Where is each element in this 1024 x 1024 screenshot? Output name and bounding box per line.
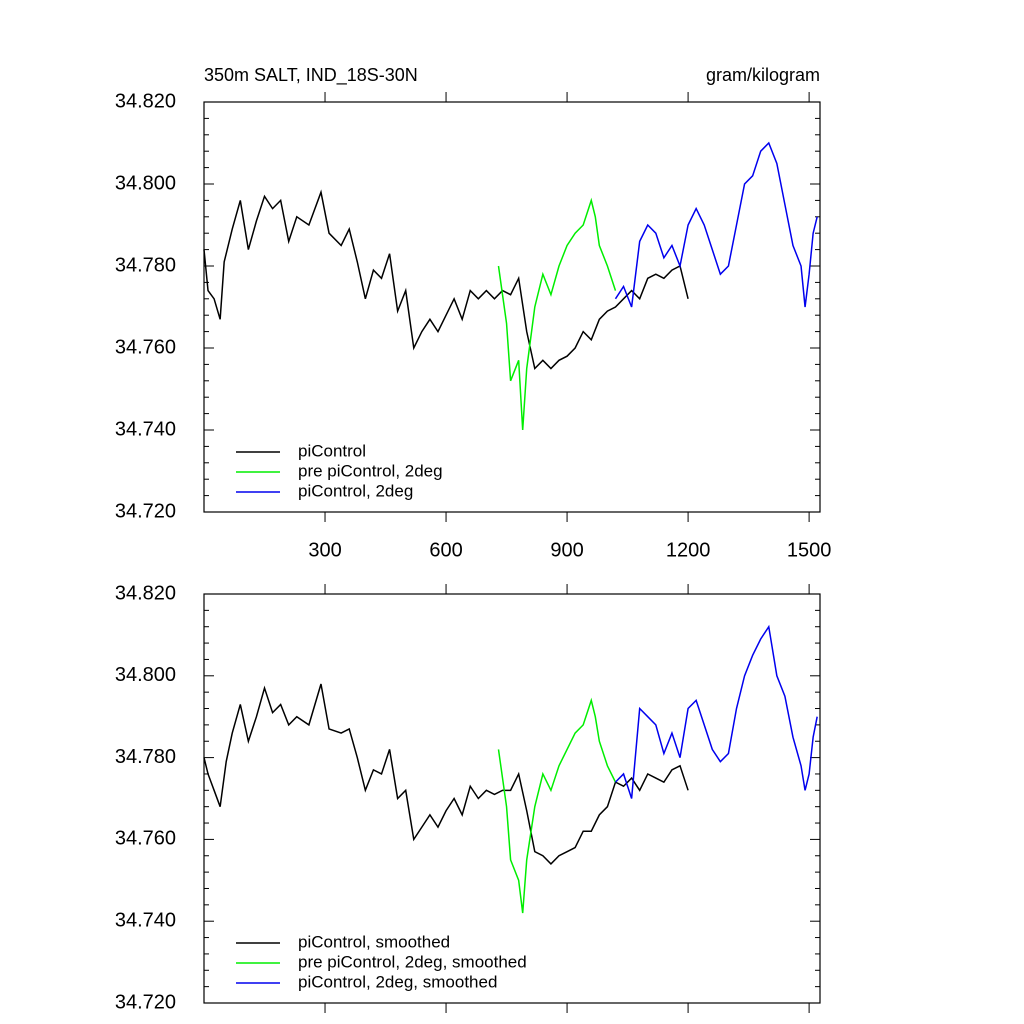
- legend-label: piControl, 2deg: [298, 481, 413, 500]
- data-line: [203, 189, 689, 371]
- legend-label: pre piControl, 2deg, smoothed: [298, 952, 527, 971]
- y-tick-label: 34.760: [115, 828, 176, 850]
- data-line: [203, 683, 689, 866]
- y-tick-label: 34.820: [115, 90, 176, 112]
- x-tick-label: 1500: [787, 539, 832, 561]
- y-tick-label: 34.780: [115, 746, 176, 768]
- legend-label: piControl: [298, 441, 366, 460]
- y-tick-label: 34.820: [115, 582, 176, 604]
- legend-label: piControl, 2deg, smoothed: [298, 972, 497, 991]
- chart-title: 350m SALT, IND_18S-30N: [204, 65, 418, 86]
- x-tick-label: 1200: [666, 539, 711, 561]
- y-tick-label: 34.800: [115, 172, 176, 194]
- x-tick-label: 900: [550, 539, 583, 561]
- y-tick-label: 34.780: [115, 254, 176, 276]
- y-tick-label: 34.800: [115, 664, 176, 686]
- y-tick-label: 34.720: [115, 991, 176, 1013]
- data-line: [614, 141, 818, 308]
- data-line: [497, 697, 617, 914]
- y-tick-label: 34.760: [115, 336, 176, 358]
- x-tick-label: 600: [429, 539, 462, 561]
- plot-frame: [203, 101, 821, 513]
- legend-label: pre piControl, 2deg: [298, 461, 443, 480]
- plot-frame: [203, 593, 821, 1004]
- y-tick-label: 34.720: [115, 500, 176, 522]
- data-line: [614, 624, 818, 799]
- y-tick-label: 34.740: [115, 418, 176, 440]
- legend-label: piControl, smoothed: [298, 932, 450, 951]
- x-tick-label: 300: [308, 539, 341, 561]
- y-tick-label: 34.740: [115, 909, 176, 931]
- units-label: gram/kilogram: [706, 65, 820, 85]
- data-line: [497, 197, 617, 431]
